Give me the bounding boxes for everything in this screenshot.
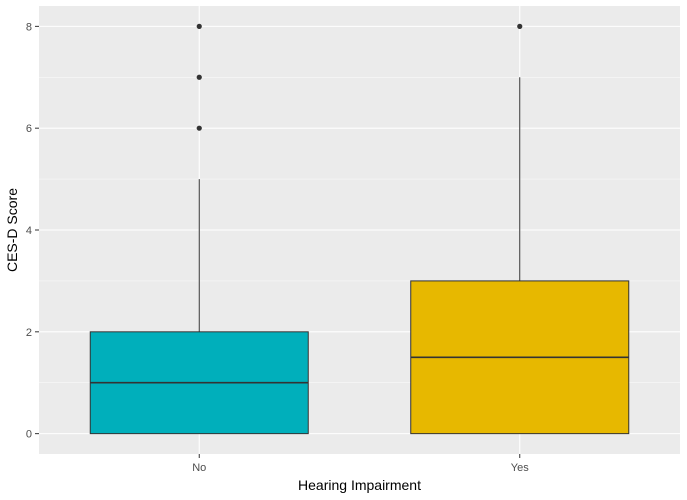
box-yes xyxy=(410,23,630,435)
outlier-point xyxy=(517,23,523,29)
box-no xyxy=(89,23,309,435)
y-axis-ticks: 0 2 4 6 8 xyxy=(26,21,39,441)
y-tick-label: 6 xyxy=(26,123,32,135)
y-tick-label: 8 xyxy=(26,21,32,33)
y-tick-label: 0 xyxy=(26,429,32,441)
x-axis-ticks: No Yes xyxy=(192,454,529,474)
outlier-point xyxy=(196,74,202,80)
x-tick-label: Yes xyxy=(511,462,529,474)
y-tick-label: 4 xyxy=(26,225,32,237)
box-marks xyxy=(89,23,630,435)
y-axis-title: CES-D Score xyxy=(4,188,20,272)
x-axis-title: Hearing Impairment xyxy=(298,477,421,493)
outlier-point xyxy=(196,23,202,29)
x-tick-label: No xyxy=(192,462,206,474)
outlier-point xyxy=(196,125,202,131)
y-tick-label: 2 xyxy=(26,327,32,339)
